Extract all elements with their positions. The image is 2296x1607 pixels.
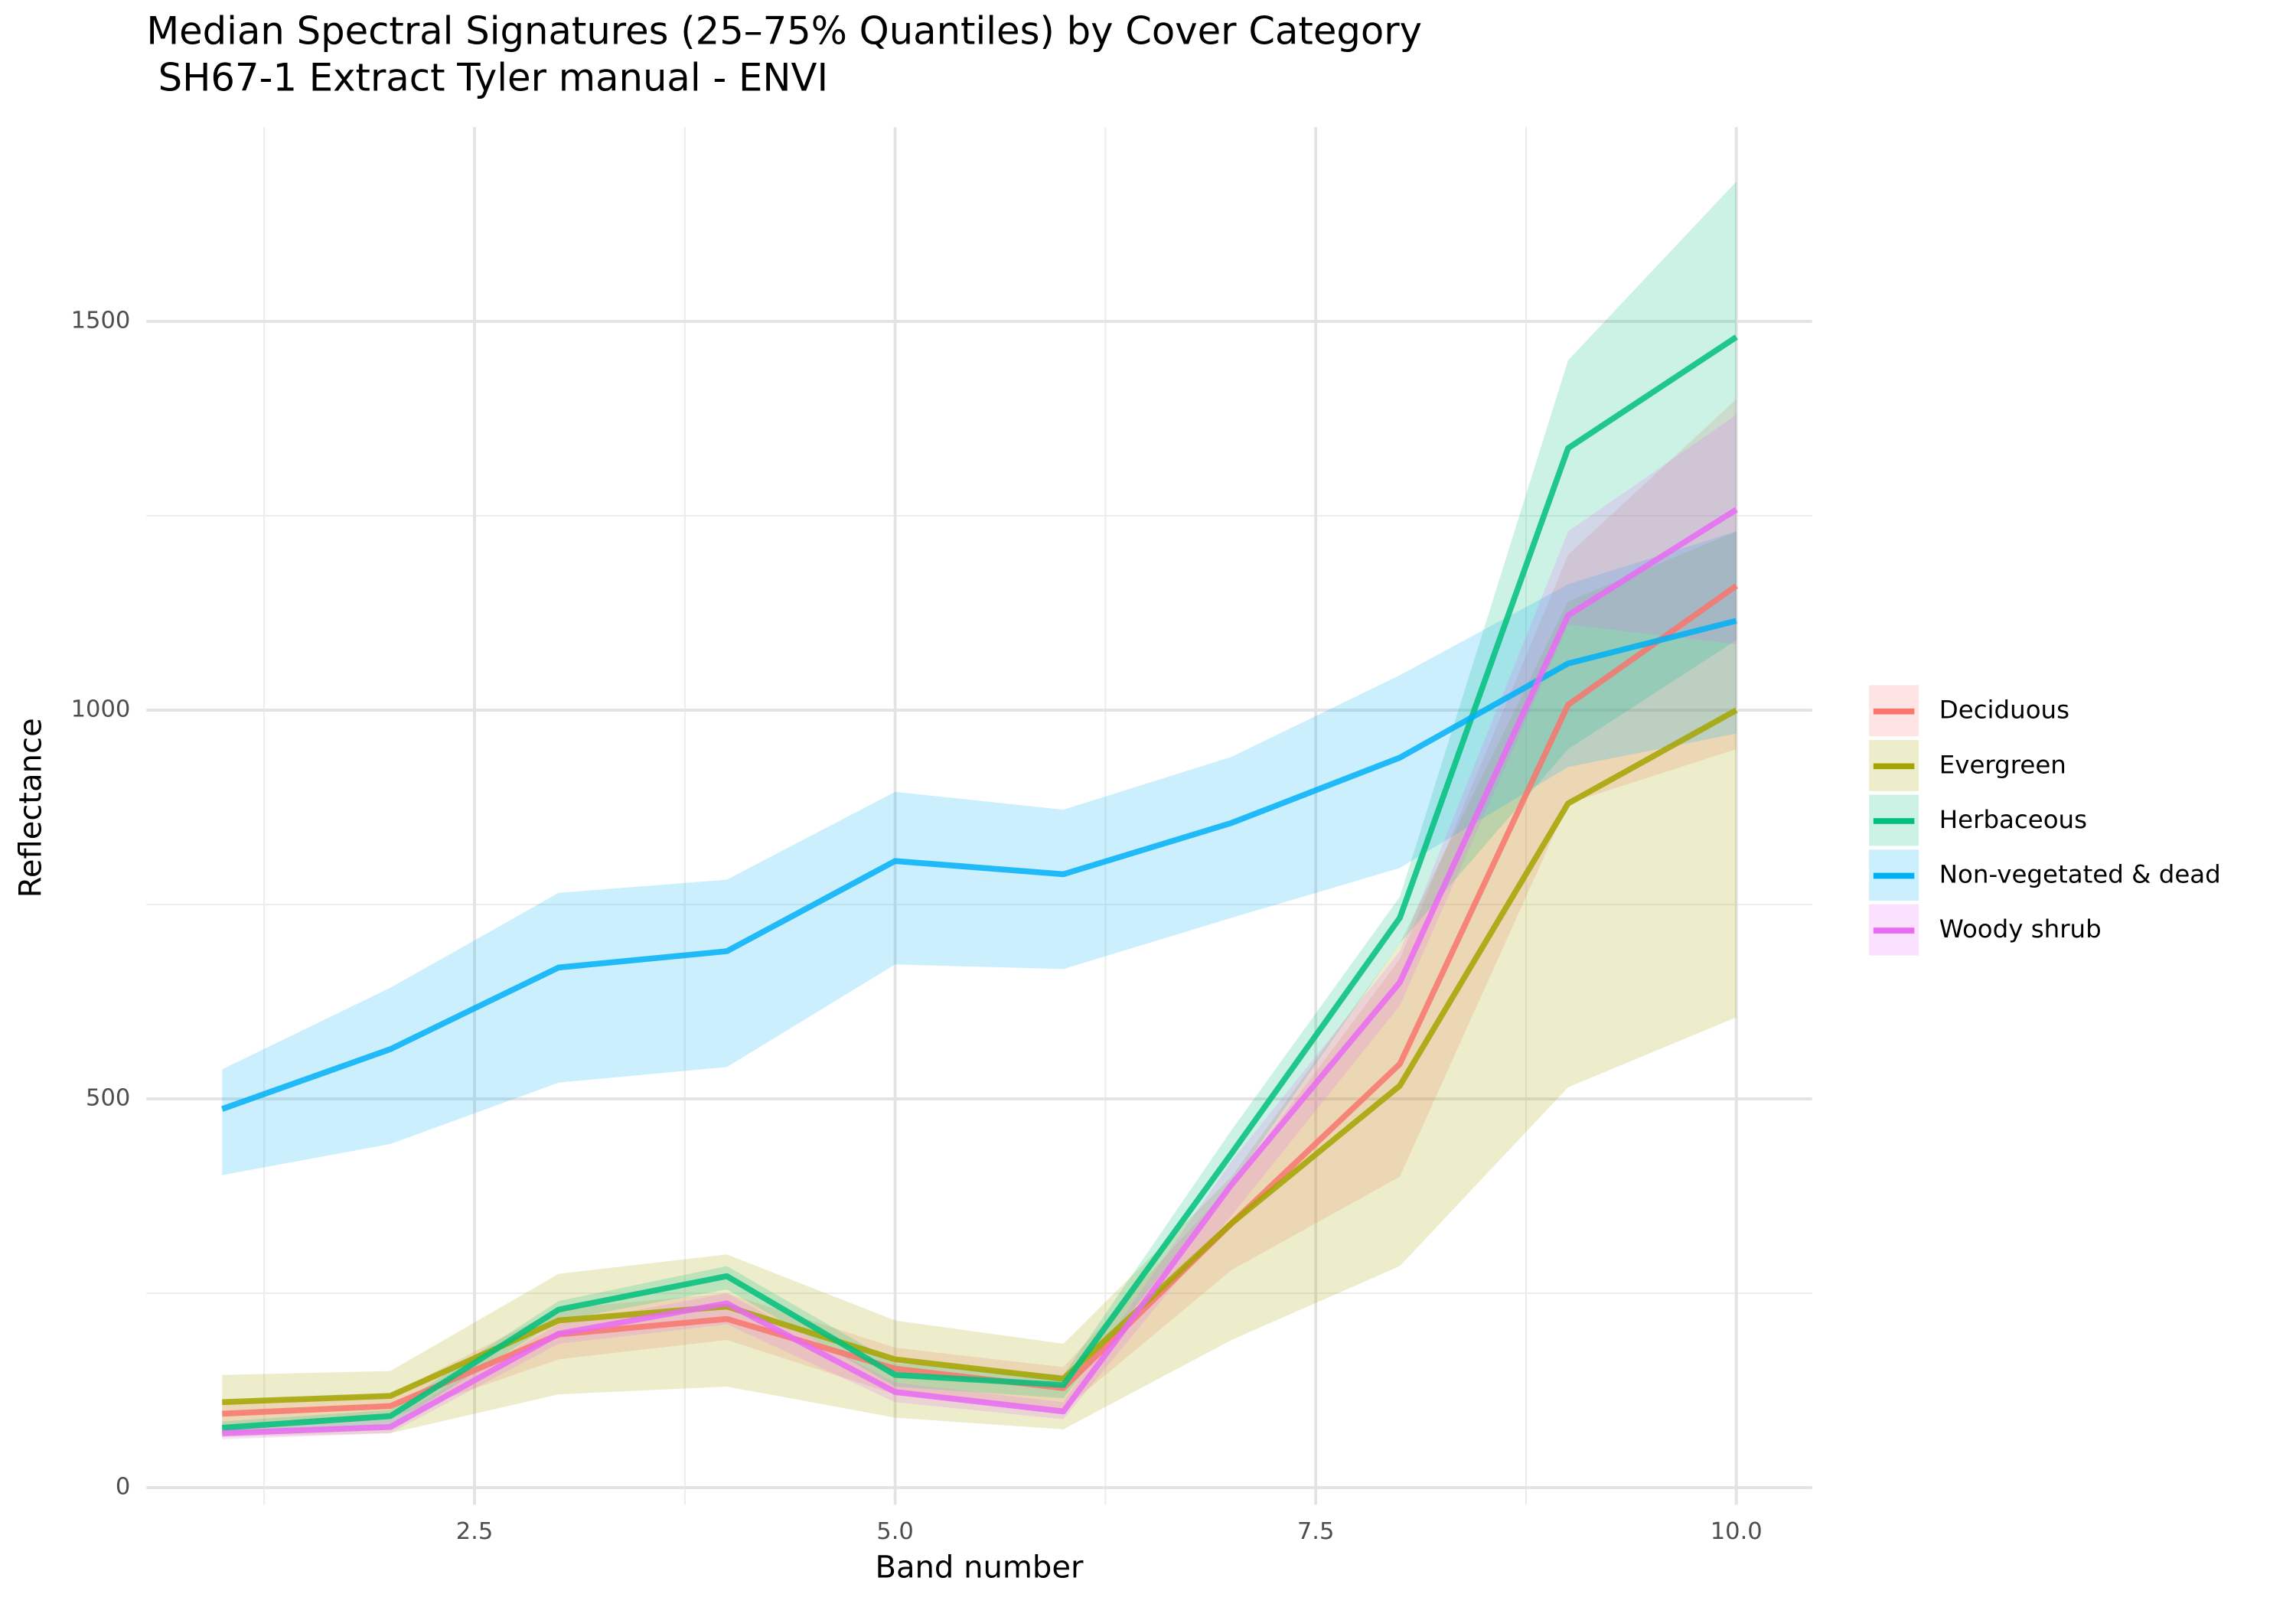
legend-label: Woody shrub [1939,914,2102,944]
quantile-ribbon [222,531,1737,1437]
median-line [222,707,1738,1406]
chart-subtitle: SH67-1 Extract Tyler manual - ENVI [158,56,829,100]
y-axis-title: Reflectance [13,718,48,898]
grid [146,127,1812,1505]
legend-label: Deciduous [1939,696,2069,725]
x-tick-label: 7.5 [1297,1518,1335,1545]
median-line [220,618,1737,1112]
legend-label: Evergreen [1939,750,2066,779]
legend-label: Non-vegetated & dead [1939,860,2221,889]
chart-title: Median Spectral Signatures (25–75% Quant… [146,8,1422,53]
lines [220,334,1738,1436]
x-tick-label: 5.0 [876,1518,914,1545]
x-tick-label: 10.0 [1711,1518,1763,1545]
y-tick-label: 500 [86,1085,130,1112]
y-tick-label: 1500 [71,308,131,334]
legend-label: Herbaceous [1939,805,2087,834]
quantile-ribbon [222,531,1737,1175]
x-axis-title: Band number [875,1550,1084,1585]
y-tick-label: 1000 [71,696,131,723]
quantile-ribbon [222,181,1737,1433]
y-tick-label: 0 [116,1474,130,1501]
quantile-ribbon [222,414,1737,1440]
median-line [222,507,1738,1436]
x-tick-label: 2.5 [456,1518,494,1545]
quantile-ribbon [222,399,1737,1426]
median-line [221,334,1738,1431]
ribbons [222,181,1737,1440]
legend: Deciduous Evergreen Herbaceous Non-vegetate… [1869,685,2221,956]
